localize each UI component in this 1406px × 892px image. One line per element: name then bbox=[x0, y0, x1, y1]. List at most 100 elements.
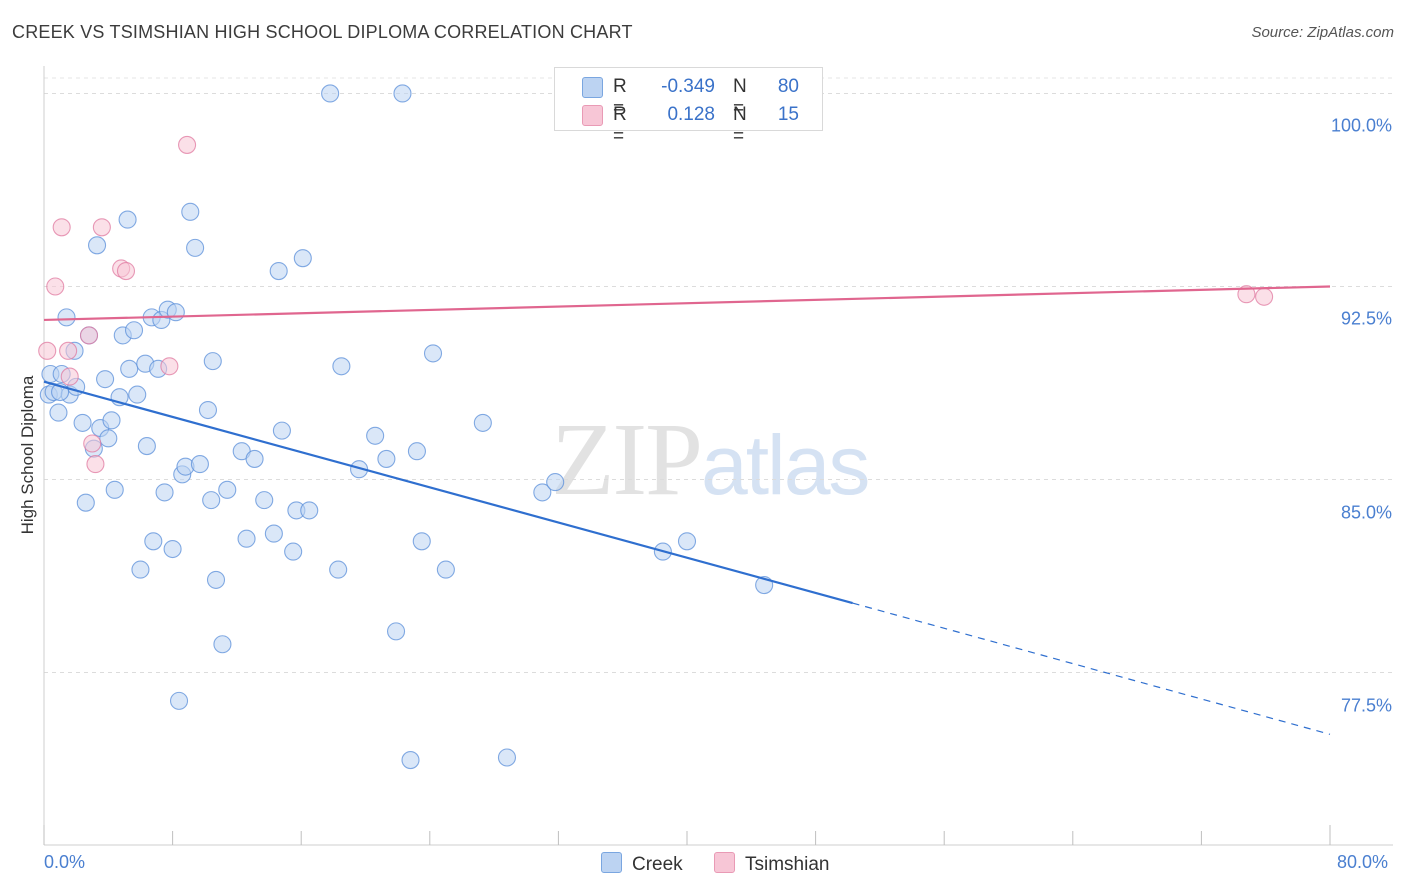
tsimshian-point bbox=[92, 218, 111, 237]
watermark-zip: ZIP bbox=[551, 402, 703, 517]
creek-point bbox=[76, 493, 95, 512]
creek-point bbox=[264, 524, 283, 543]
creek-point bbox=[202, 491, 221, 510]
creek-point bbox=[393, 84, 412, 103]
tsimshian-point bbox=[46, 277, 65, 296]
creek-point bbox=[245, 449, 264, 468]
creek-point bbox=[546, 473, 565, 492]
tsimshian-point bbox=[178, 135, 197, 154]
creek-point bbox=[272, 421, 291, 440]
creek-point bbox=[137, 437, 156, 456]
y-tick-label: 77.5% bbox=[1340, 695, 1392, 716]
creek-point bbox=[169, 691, 189, 710]
tsimshian-swatch bbox=[582, 105, 603, 126]
creek-point bbox=[87, 236, 107, 255]
creek-point bbox=[144, 532, 163, 551]
creek-point bbox=[436, 560, 455, 579]
creek-point bbox=[386, 622, 406, 641]
creek-trend-line bbox=[43, 380, 853, 605]
y-tick-label: 92.5% bbox=[1340, 308, 1392, 329]
creek-point bbox=[131, 560, 150, 579]
chart-title: CREEK VS TSIMSHIAN HIGH SCHOOL DIPLOMA C… bbox=[12, 22, 633, 42]
n-label: N = bbox=[733, 104, 747, 147]
creek-point bbox=[96, 370, 115, 389]
creek-point bbox=[203, 352, 222, 371]
creek-point bbox=[533, 483, 552, 502]
creek-point bbox=[321, 84, 340, 103]
creek-point bbox=[73, 413, 92, 432]
creek-point bbox=[255, 491, 274, 510]
creek-point bbox=[49, 403, 68, 422]
tsimshian-n-value: 15 bbox=[777, 104, 799, 125]
tsimshian-point bbox=[116, 261, 136, 281]
creek-point bbox=[237, 529, 256, 548]
tsimshian-point bbox=[86, 455, 105, 474]
tsimshian-legend-label: Tsimshian bbox=[745, 854, 830, 875]
creek-trend-extension bbox=[852, 602, 1331, 735]
legend-item-tsimshian: Tsimshian bbox=[714, 852, 829, 876]
creek-swatch bbox=[582, 77, 603, 98]
x-tick-label-min: 0.0% bbox=[44, 852, 86, 872]
tsimshian-trend-line bbox=[43, 285, 1331, 322]
tsimshian-point bbox=[1237, 285, 1256, 304]
chart-source: Source: ZipAtlas.com bbox=[1251, 24, 1394, 41]
creek-point bbox=[166, 303, 185, 322]
tsimshian-point bbox=[79, 326, 99, 345]
creek-point bbox=[120, 359, 139, 378]
creek-point bbox=[293, 249, 312, 268]
watermark-atlas: atlas bbox=[701, 418, 870, 512]
creek-legend-label: Creek bbox=[632, 854, 683, 875]
tsimshian-point bbox=[160, 357, 179, 376]
creek-point bbox=[181, 202, 200, 221]
creek-point bbox=[124, 321, 144, 340]
y-tick-label: 85.0% bbox=[1340, 502, 1392, 523]
creek-point bbox=[155, 483, 174, 502]
creek-point bbox=[99, 429, 118, 448]
creek-point bbox=[57, 308, 76, 327]
creek-point bbox=[102, 411, 121, 430]
stats-legend: R = -0.349 N = 80 R = 0.128 N = 15 bbox=[554, 67, 823, 147]
creek-point bbox=[497, 748, 517, 767]
tsimshian-point bbox=[52, 218, 71, 237]
creek-point bbox=[163, 539, 182, 559]
creek-point bbox=[329, 560, 348, 579]
creek-point bbox=[473, 413, 492, 432]
creek-point bbox=[677, 532, 697, 551]
creek-point bbox=[366, 426, 385, 445]
legend-item-creek: Creek bbox=[601, 852, 683, 876]
creek-point bbox=[300, 501, 319, 520]
creek-point bbox=[377, 449, 396, 468]
creek-point bbox=[213, 635, 232, 654]
tsimshian-r-value: 0.128 bbox=[667, 104, 715, 125]
x-tick-label-max: 80.0% bbox=[1336, 852, 1388, 872]
creek-point bbox=[218, 480, 237, 499]
tsimshian-point bbox=[38, 341, 57, 360]
tsimshian-legend-swatch bbox=[714, 852, 735, 873]
creek-r-value: -0.349 bbox=[661, 76, 715, 97]
creek-point bbox=[128, 385, 147, 404]
y-tick-label: 100.0% bbox=[1330, 115, 1392, 136]
creek-point bbox=[269, 261, 288, 281]
creek-point bbox=[186, 238, 205, 257]
creek-point bbox=[105, 480, 124, 499]
creek-point bbox=[423, 344, 443, 363]
r-label: R = bbox=[613, 104, 627, 147]
tsimshian-point bbox=[59, 341, 78, 360]
tsimshian-point bbox=[83, 434, 102, 453]
n-label: N = bbox=[733, 76, 747, 119]
creek-point bbox=[407, 442, 426, 461]
creek-point bbox=[118, 210, 137, 229]
creek-point bbox=[284, 542, 303, 561]
creek-point bbox=[198, 400, 218, 420]
creek-point bbox=[412, 532, 431, 551]
creek-n-value: 80 bbox=[777, 76, 799, 97]
creek-point bbox=[401, 751, 420, 770]
creek-point bbox=[332, 357, 351, 376]
r-label: R = bbox=[613, 76, 627, 119]
creek-legend-swatch bbox=[601, 852, 622, 873]
tsimshian-point bbox=[1255, 287, 1274, 306]
watermark: ZIPatlas bbox=[551, 400, 870, 519]
creek-point bbox=[206, 570, 226, 589]
creek-point bbox=[190, 455, 209, 474]
